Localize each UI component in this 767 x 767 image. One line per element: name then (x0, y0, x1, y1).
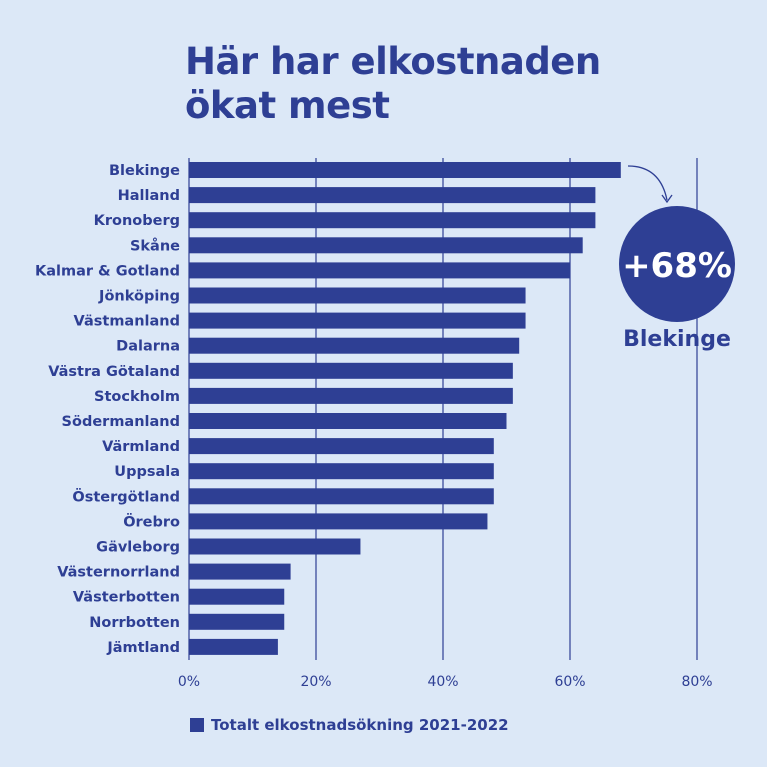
category-label: Halland (118, 188, 180, 204)
callout-bubble (619, 206, 735, 322)
callout-arrow (627, 165, 668, 201)
category-label: Blekinge (109, 163, 180, 179)
bar (189, 563, 291, 580)
bar (189, 538, 361, 555)
bar (189, 463, 494, 480)
category-label: Västmanland (74, 314, 180, 330)
title-line: ökat mest (185, 84, 390, 127)
bar (189, 438, 494, 455)
category-label: Uppsala (114, 464, 180, 480)
x-tick-label: 0% (178, 674, 200, 690)
bar (189, 413, 507, 429)
bar (189, 588, 285, 605)
x-tick-label: 80% (681, 674, 712, 690)
category-label: Värmland (102, 439, 180, 455)
callout-label: Blekinge (623, 327, 731, 352)
bar (189, 337, 520, 354)
x-tick-label: 20% (300, 674, 331, 690)
category-label: Kalmar & Gotland (35, 263, 180, 279)
category-label: Norrbotten (89, 615, 180, 631)
bar (189, 187, 596, 204)
category-label: Jämtland (106, 640, 180, 656)
category-label: Östergötland (72, 487, 180, 505)
chart-title: Här har elkostnaden ökat mest (185, 40, 601, 128)
bar (189, 488, 494, 505)
x-tick-label: 60% (554, 674, 585, 690)
category-label: Västra Götaland (48, 364, 180, 380)
legend: Totalt elkostnadsökning 2021-2022 (190, 716, 509, 734)
bar (189, 262, 570, 279)
category-label: Skåne (130, 237, 180, 254)
callout-value: +68% (622, 246, 732, 286)
title-line: Här har elkostnaden (185, 40, 601, 83)
bar (189, 237, 583, 254)
bar (189, 638, 278, 655)
category-label: Västerbotten (73, 590, 180, 606)
category-label: Stockholm (94, 389, 180, 405)
category-label: Örebro (123, 512, 180, 530)
bar (189, 613, 285, 630)
category-label: Kronoberg (94, 213, 180, 229)
bar (189, 162, 621, 178)
bar (189, 387, 513, 404)
x-tick-label: 40% (427, 674, 458, 690)
category-label: Gävleborg (96, 540, 180, 556)
arrowhead-icon (661, 194, 673, 204)
bar (189, 212, 596, 229)
legend-swatch (190, 718, 204, 732)
bar (189, 513, 488, 530)
category-label: Södermanland (62, 414, 180, 430)
bar (189, 287, 526, 304)
bar (189, 362, 513, 379)
category-label: Västernorrland (57, 565, 180, 581)
category-label: Jönköping (98, 289, 180, 305)
category-label: Dalarna (116, 339, 180, 355)
legend-label: Totalt elkostnadsökning 2021-2022 (211, 716, 509, 734)
bar (189, 312, 526, 329)
